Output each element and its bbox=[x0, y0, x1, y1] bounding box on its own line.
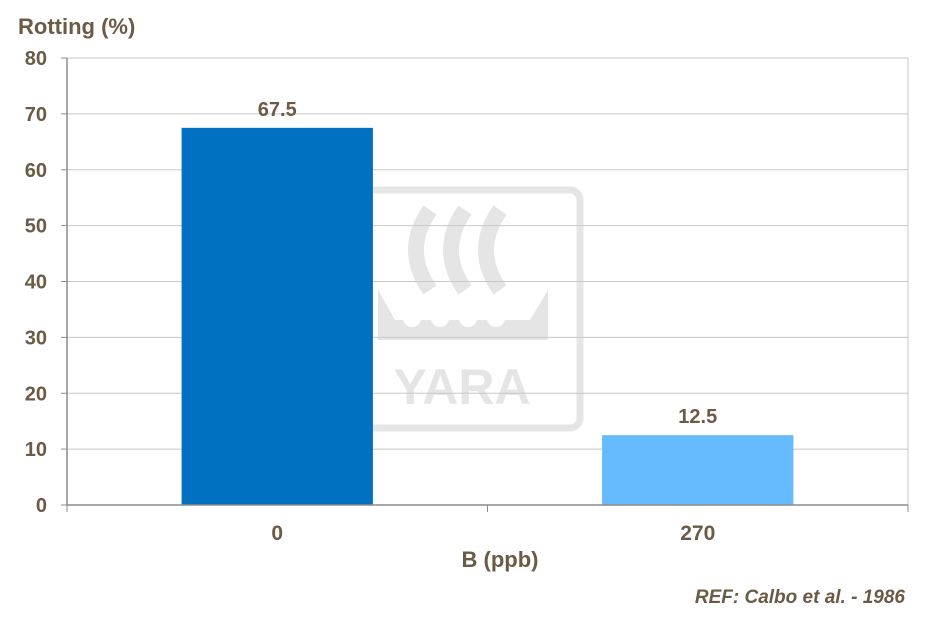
watermark-text: YARA bbox=[393, 359, 530, 415]
data-label: 12.5 bbox=[678, 406, 717, 428]
y-tick-label: 50 bbox=[25, 216, 47, 238]
x-axis-label: B (ppb) bbox=[462, 547, 539, 572]
y-tick-label: 30 bbox=[25, 327, 47, 349]
y-tick-label: 20 bbox=[25, 383, 47, 405]
y-tick-label: 40 bbox=[25, 272, 47, 294]
data-label: 67.5 bbox=[258, 99, 297, 121]
x-tick-label: 0 bbox=[271, 522, 283, 545]
y-tick-label: 10 bbox=[25, 439, 47, 461]
y-axis-label: Rotting (%) bbox=[18, 14, 135, 39]
y-tick-label: 70 bbox=[25, 104, 47, 126]
y-tick-label: 80 bbox=[25, 48, 47, 70]
bars bbox=[181, 127, 794, 505]
y-tick-label: 60 bbox=[25, 160, 47, 182]
bar-0 bbox=[181, 127, 373, 505]
y-tick-label: 0 bbox=[36, 495, 47, 517]
labels: 0 10 20 30 40 50 60 70 80 67.5 0 12.5 270 bbox=[25, 48, 717, 545]
reference-note: REF: Calbo et al. - 1986 bbox=[694, 587, 905, 608]
bar-270 bbox=[602, 435, 794, 505]
axes bbox=[61, 57, 909, 512]
x-tick-label: 270 bbox=[680, 522, 715, 545]
